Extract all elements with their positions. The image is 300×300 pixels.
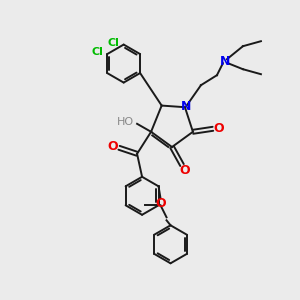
Text: HO: HO	[116, 117, 134, 127]
Text: Cl: Cl	[108, 38, 120, 48]
Text: O: O	[108, 140, 118, 153]
Text: N: N	[181, 100, 191, 113]
Text: Cl: Cl	[91, 47, 103, 57]
Text: N: N	[220, 55, 230, 68]
Text: O: O	[214, 122, 224, 135]
Text: O: O	[180, 164, 190, 178]
Text: O: O	[155, 197, 166, 210]
